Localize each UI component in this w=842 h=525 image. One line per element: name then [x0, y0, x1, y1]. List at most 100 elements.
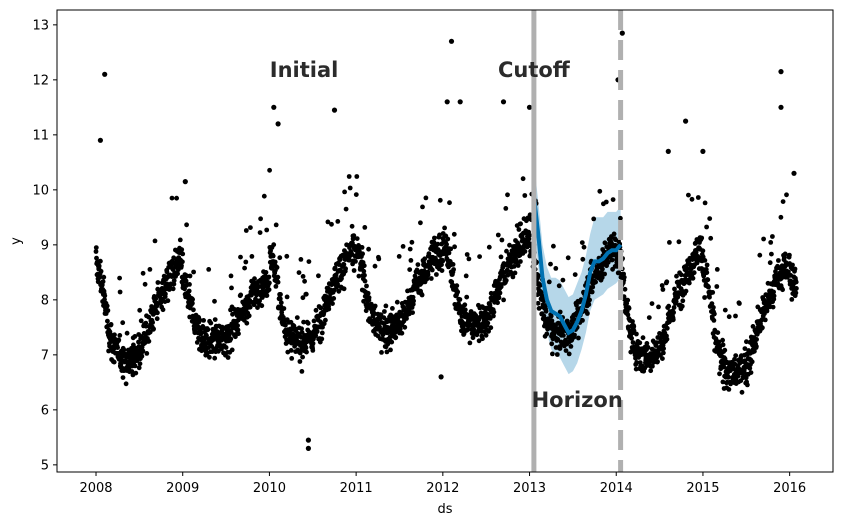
data-point — [123, 381, 129, 387]
data-point — [310, 348, 316, 353]
data-point — [115, 345, 120, 350]
outlier-point — [275, 121, 281, 127]
data-point — [707, 294, 712, 300]
data-point — [439, 268, 445, 273]
data-point — [462, 307, 468, 313]
data-point — [760, 325, 765, 331]
outlier-point — [271, 104, 277, 110]
data-point — [376, 256, 382, 262]
outlier-point — [448, 38, 455, 44]
x-tick-label: 2016 — [773, 481, 806, 496]
data-point — [483, 332, 489, 338]
data-point — [689, 196, 695, 202]
data-point — [228, 336, 234, 342]
x-tick-label: 2011 — [340, 481, 373, 496]
outlier-point — [305, 445, 311, 451]
data-point — [332, 265, 338, 271]
data-point — [630, 319, 635, 324]
data-point — [486, 328, 491, 334]
data-point — [151, 326, 157, 332]
data-point — [664, 336, 670, 342]
data-point — [540, 302, 546, 308]
data-point — [581, 244, 587, 250]
data-point — [363, 308, 369, 314]
data-point — [362, 278, 368, 284]
data-point — [144, 351, 150, 356]
data-point — [146, 338, 152, 344]
data-point — [789, 297, 795, 302]
data-point — [671, 305, 677, 310]
data-point — [793, 290, 799, 296]
data-point — [418, 220, 423, 226]
data-point — [721, 364, 727, 370]
data-point — [560, 277, 566, 283]
data-point — [236, 331, 241, 337]
data-point — [488, 325, 494, 331]
data-point — [622, 286, 628, 292]
annotation-layer: Initial Cutoff Horizon — [270, 58, 623, 412]
data-point — [749, 359, 755, 365]
data-point — [359, 245, 365, 250]
data-point — [343, 266, 348, 272]
data-point — [757, 252, 763, 258]
data-point — [708, 235, 714, 241]
observed-points-layer — [93, 30, 799, 451]
data-point — [388, 312, 394, 318]
data-point — [565, 255, 571, 261]
data-point — [603, 199, 609, 205]
data-point — [522, 193, 528, 198]
data-point — [452, 244, 457, 250]
data-point — [96, 263, 102, 269]
data-point — [175, 271, 181, 277]
data-point — [140, 270, 146, 276]
data-point — [491, 313, 496, 319]
forecast-band-layer — [533, 162, 621, 375]
data-point — [311, 318, 317, 324]
data-point — [705, 277, 711, 283]
data-point — [101, 274, 107, 280]
data-point — [296, 270, 302, 275]
outlier-point — [665, 148, 671, 154]
data-point — [536, 273, 541, 278]
data-point — [264, 293, 270, 298]
data-point — [537, 282, 543, 288]
data-point — [503, 278, 509, 283]
forecast-line — [531, 195, 623, 336]
data-point — [793, 279, 799, 285]
data-point — [353, 192, 359, 198]
data-point — [667, 240, 672, 245]
data-point — [187, 282, 192, 287]
data-point — [710, 290, 716, 295]
data-point — [725, 374, 731, 380]
data-point — [491, 309, 497, 315]
x-tick-label: 2013 — [513, 481, 546, 496]
data-point — [235, 327, 241, 333]
data-point — [463, 311, 469, 317]
data-point — [597, 188, 603, 194]
data-point — [274, 265, 280, 270]
data-point — [313, 333, 319, 338]
data-point — [445, 236, 451, 242]
data-point — [712, 311, 717, 317]
data-point — [259, 303, 265, 309]
data-point — [556, 283, 562, 289]
data-point — [464, 294, 470, 300]
data-point — [462, 302, 468, 308]
data-point — [264, 227, 270, 233]
data-point — [451, 267, 456, 272]
data-point — [133, 370, 139, 376]
data-point — [302, 278, 307, 284]
data-point — [300, 274, 306, 279]
outlier-point — [182, 179, 188, 185]
data-point — [306, 259, 312, 264]
data-point — [717, 371, 722, 377]
data-point — [781, 255, 787, 261]
data-point — [440, 258, 446, 264]
data-point — [778, 214, 784, 220]
outlier-point — [331, 107, 338, 113]
data-point — [754, 337, 759, 342]
data-point — [527, 232, 532, 238]
data-point — [228, 273, 234, 279]
data-point — [467, 340, 473, 346]
data-point — [593, 279, 598, 285]
